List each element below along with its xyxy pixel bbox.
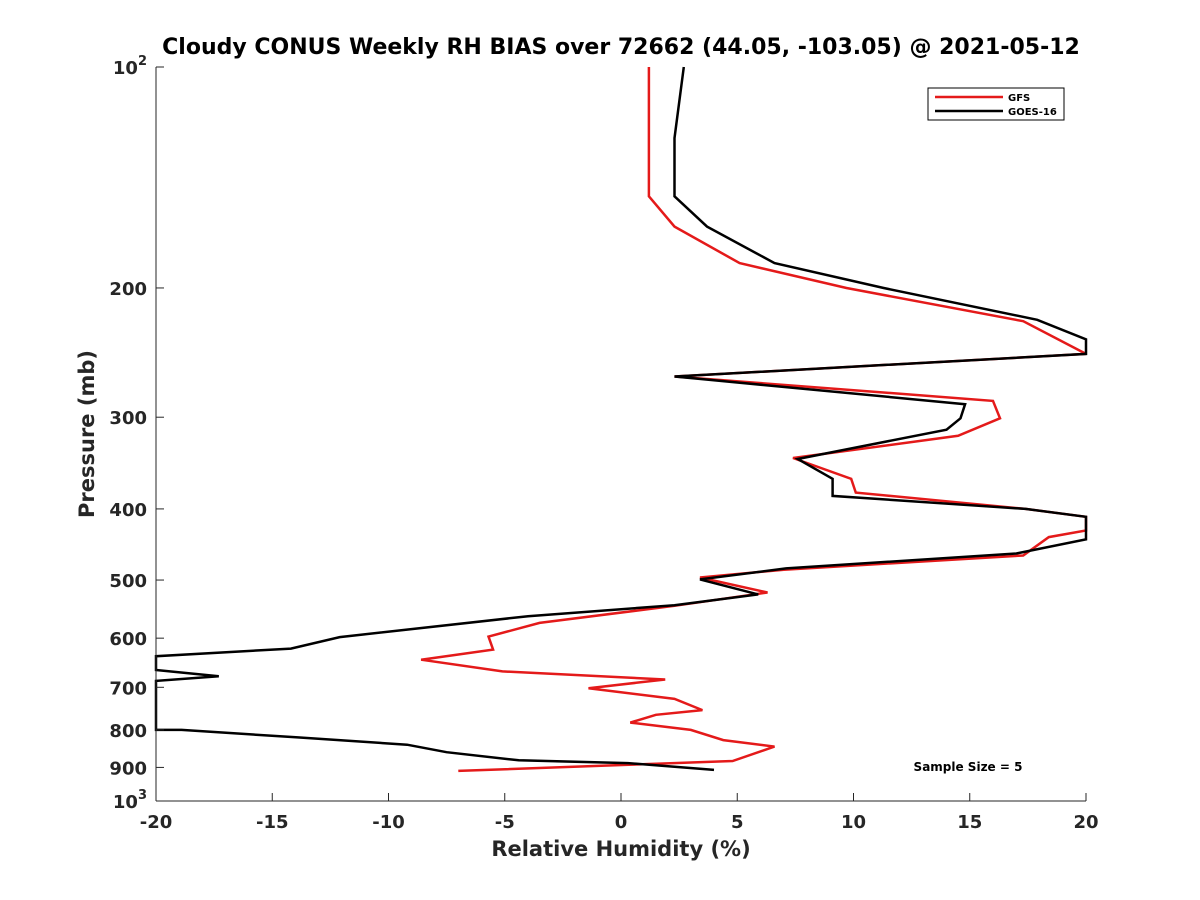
legend-label-goes16: GOES-16 — [1008, 107, 1057, 118]
x-tick-label: -5 — [495, 812, 515, 833]
y-tick-label-base: 900 — [109, 758, 147, 779]
legend: GFS GOES-16 — [927, 87, 1065, 121]
x-tick-layer: -20 -15 -10 -5 0 5 10 15 20 — [140, 793, 1099, 833]
legend-label-gfs: GFS — [1008, 93, 1030, 104]
y-tick-label-exponent: 2 — [138, 54, 147, 69]
y-tick-label-exponent: 3 — [138, 788, 147, 803]
sample-size-annotation: Sample Size = 5 — [914, 760, 1023, 774]
y-tick-label-base: 200 — [109, 279, 147, 300]
x-tick-label: 20 — [1073, 812, 1098, 833]
x-tick-label: 15 — [957, 812, 982, 833]
y-tick-label-base: 300 — [109, 408, 147, 429]
y-tick-label: 800 — [109, 721, 147, 742]
y-tick-label-base: 10 — [113, 58, 138, 79]
y-tick-label-base: 400 — [109, 500, 147, 521]
y-tick-label: 200 — [109, 279, 147, 300]
x-tick-label: -10 — [372, 812, 405, 833]
chart-title: Cloudy CONUS Weekly RH BIAS over 72662 (… — [162, 35, 1080, 60]
series-layer — [154, 66, 1088, 773]
y-tick-label: 102 — [113, 54, 147, 79]
y-tick-label-base: 700 — [109, 678, 147, 699]
series-line-goes16 — [154, 66, 1088, 772]
x-tick-label: 10 — [841, 812, 866, 833]
y-axis-title: Pressure (mb) — [75, 350, 99, 518]
x-tick-label: -15 — [256, 812, 289, 833]
y-tick-label: 900 — [109, 758, 147, 779]
y-tick-label: 700 — [109, 678, 147, 699]
y-tick-label-base: 800 — [109, 721, 147, 742]
series-line-gfs — [420, 67, 1088, 773]
x-tick-label: 5 — [731, 812, 744, 833]
x-tick-label: -20 — [140, 812, 173, 833]
x-tick-label: 0 — [615, 812, 628, 833]
x-axis-title: Relative Humidity (%) — [491, 837, 750, 861]
y-tick-label: 300 — [109, 408, 147, 429]
y-tick-label-base: 500 — [109, 571, 147, 592]
legend-box — [927, 87, 1065, 121]
y-tick-label: 500 — [109, 571, 147, 592]
plot-area — [156, 67, 1086, 801]
y-tick-label: 103 — [113, 788, 147, 813]
y-tick-label-base: 600 — [109, 629, 147, 650]
y-tick-label: 400 — [109, 500, 147, 521]
y-tick-label-base: 10 — [113, 792, 138, 813]
y-tick-label: 600 — [109, 629, 147, 650]
